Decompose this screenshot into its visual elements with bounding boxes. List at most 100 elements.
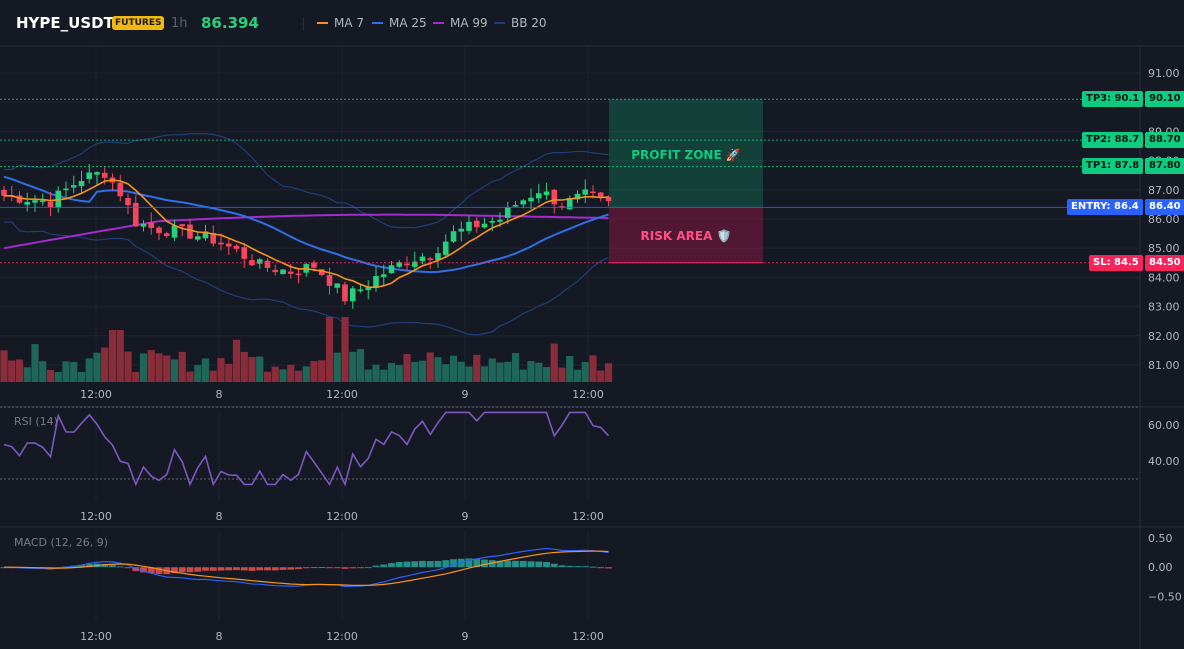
time-tick-label: 8 xyxy=(216,510,223,523)
symbol-name[interactable]: HYPE_USDT xyxy=(16,14,114,32)
legend-ma99[interactable]: MA 99 xyxy=(433,16,488,30)
volume-bar-down xyxy=(186,371,194,382)
candle-down xyxy=(187,224,193,239)
bb-lower-band xyxy=(3,221,609,336)
candle-down xyxy=(326,275,333,286)
candle-down xyxy=(210,233,217,244)
candle-down xyxy=(117,182,124,197)
candle-up xyxy=(543,191,550,196)
macd-pane: MACD (12, 26, 9) 0.50 0.00 −0.50 xyxy=(0,532,1182,604)
legend-ma7[interactable]: MA 7 xyxy=(317,16,364,30)
ma7-swatch xyxy=(317,22,328,24)
volume-bar-down xyxy=(8,360,16,382)
candle-up xyxy=(373,276,379,288)
candle-up xyxy=(70,185,77,188)
rsi-tick-label: 60.00 xyxy=(1148,419,1180,432)
macd-hist-up xyxy=(450,559,457,568)
candle-up xyxy=(450,231,457,242)
macd-hist-down xyxy=(124,567,132,569)
macd-hist-down xyxy=(240,567,248,571)
macd-hist-down xyxy=(194,567,202,572)
macd-hist-up xyxy=(558,565,566,568)
macd-hist-up xyxy=(527,561,535,568)
macd-hist-down xyxy=(209,567,217,571)
volume-bar-up xyxy=(139,353,148,382)
volume-bar-up xyxy=(566,355,574,382)
candle-up xyxy=(512,205,519,207)
volume-bar-up xyxy=(356,349,365,382)
volume-bar-up xyxy=(457,361,465,382)
rsi-line xyxy=(3,411,610,487)
macd-hist-up xyxy=(589,566,597,568)
macd-hist-up xyxy=(380,564,388,568)
macd-hist-up xyxy=(388,563,395,568)
candle-down xyxy=(311,262,317,268)
macd-hist-down xyxy=(295,567,302,570)
macd-hist-up xyxy=(473,559,481,568)
time-tick-label: 9 xyxy=(462,388,469,401)
volume-bar-down xyxy=(310,361,318,382)
time-tick-label: 8 xyxy=(216,630,223,643)
volume-bar-up xyxy=(93,352,101,382)
macd-hist-up xyxy=(481,559,488,568)
profit-zone xyxy=(609,99,763,208)
macd-hist-down xyxy=(217,567,225,571)
time-tick-label: 12:00 xyxy=(572,510,604,523)
volume-bar-up xyxy=(434,357,442,382)
volume-bar-up xyxy=(395,365,403,382)
candle-down xyxy=(218,242,224,245)
macd-hist-up xyxy=(512,560,519,568)
volume-bar-up xyxy=(77,371,86,382)
volume-bar-down xyxy=(217,358,225,382)
candle-up xyxy=(32,200,38,203)
time-tick-label: 9 xyxy=(462,510,469,523)
price-tick-label: 83.00 xyxy=(1148,301,1180,314)
candle-down xyxy=(551,189,558,205)
legend-bb20[interactable]: BB 20 xyxy=(494,16,547,30)
volume-bar-up xyxy=(581,362,589,382)
candle-down xyxy=(342,284,348,302)
volume-bar-up xyxy=(201,358,210,382)
legend-ma25[interactable]: MA 25 xyxy=(372,16,427,30)
interval-selector[interactable]: 1h xyxy=(171,16,188,31)
macd-hist-up xyxy=(419,560,426,568)
macd-hist-up xyxy=(85,563,93,568)
candle-up xyxy=(140,224,147,227)
volume-bar-down xyxy=(271,366,279,382)
macd-hist-down xyxy=(287,567,295,570)
macd-hist-up xyxy=(364,567,372,569)
time-tick-label: 12:00 xyxy=(80,630,112,643)
candle-up xyxy=(202,231,209,239)
macd-hist-down xyxy=(171,567,178,574)
macd-hist-down xyxy=(178,567,186,573)
tp3-tag: TP3: 90.1 xyxy=(1082,91,1144,108)
bb20-swatch xyxy=(494,22,505,24)
last-price: 86.394 xyxy=(201,14,259,32)
candle-up xyxy=(24,201,31,205)
candle-up xyxy=(497,219,503,222)
macd-hist-up xyxy=(310,567,318,569)
macd-hist-up xyxy=(411,561,419,568)
candle-down xyxy=(1,189,7,196)
volume-bar-up xyxy=(279,369,287,382)
candle-up xyxy=(396,262,403,267)
volume-bar-down xyxy=(0,350,8,382)
candle-up xyxy=(94,172,100,175)
macd-hist-down xyxy=(326,567,333,569)
volume-bar-up xyxy=(31,344,39,382)
macd-hist-up xyxy=(574,566,581,568)
macd-hist-down xyxy=(279,567,287,570)
profit-zone-label: PROFIT ZONE 🚀 xyxy=(631,148,741,162)
header-divider xyxy=(303,17,304,31)
candle-down xyxy=(473,220,480,228)
sl-axis-value: 84.50 xyxy=(1145,254,1184,271)
macd-hist-down xyxy=(186,567,194,573)
volume-bar-up xyxy=(504,361,512,382)
volume-bar-up xyxy=(535,362,543,382)
macd-hist-down xyxy=(357,567,364,569)
candle-up xyxy=(388,265,395,274)
volume-bar-down xyxy=(318,360,326,382)
macd-hist-up xyxy=(488,560,496,568)
candle-up xyxy=(489,221,496,223)
